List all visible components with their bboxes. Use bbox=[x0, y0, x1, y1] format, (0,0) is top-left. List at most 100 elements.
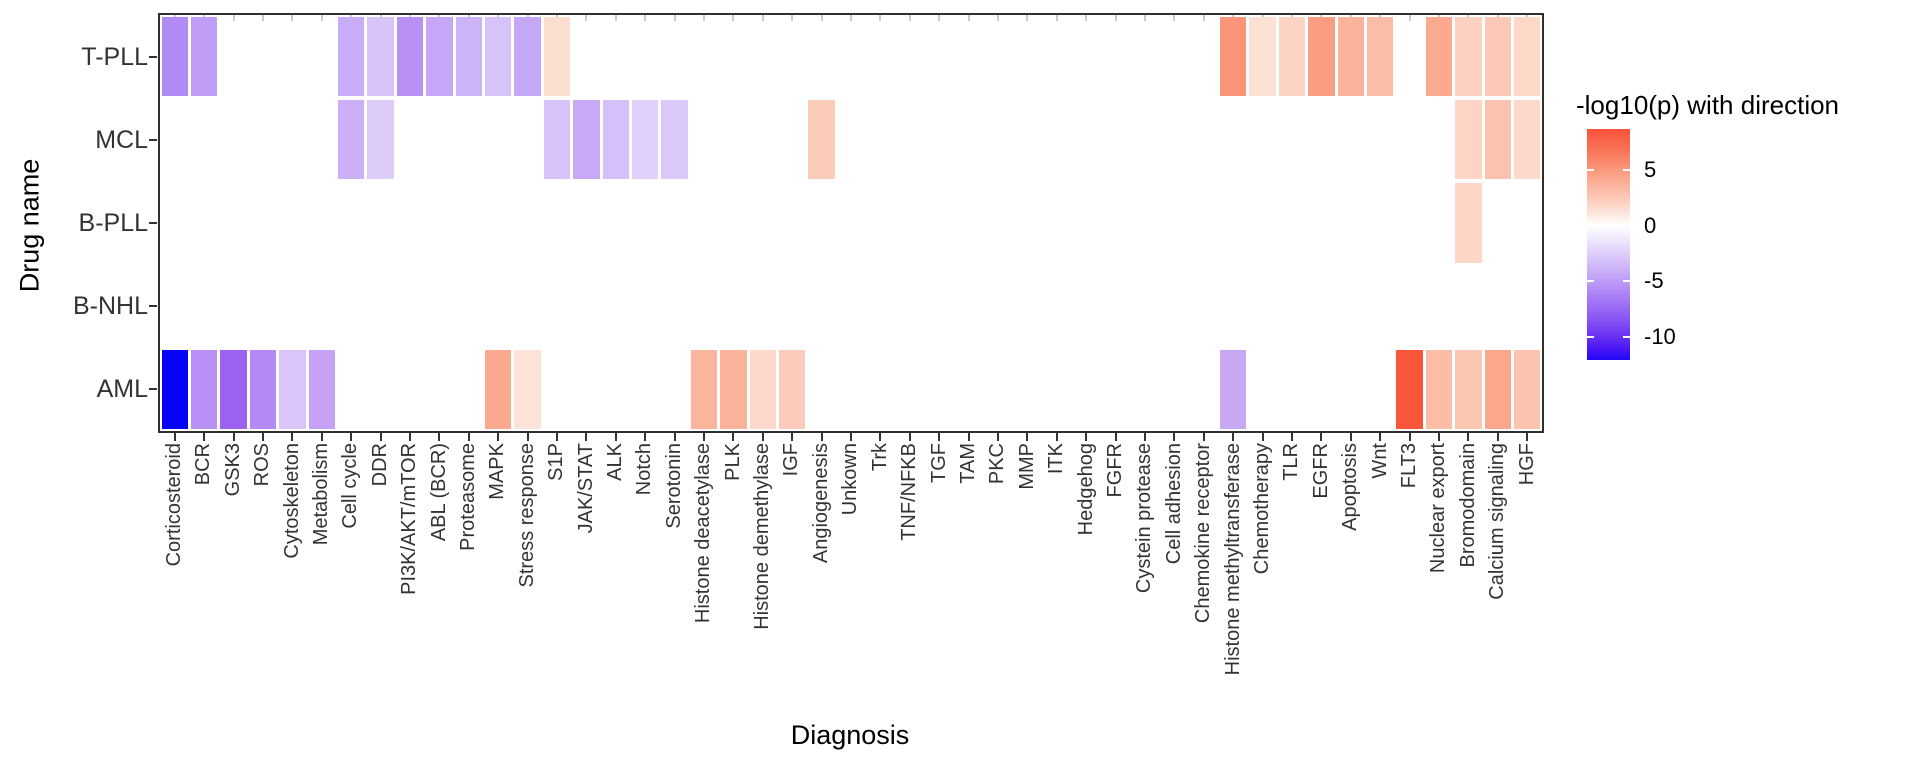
x-tick-top bbox=[1055, 15, 1058, 21]
heatmap-cell bbox=[749, 349, 776, 429]
heatmap-cell bbox=[367, 17, 394, 97]
x-tick-bottom bbox=[203, 433, 206, 441]
x-tick-bottom bbox=[232, 433, 235, 441]
x-tick-top bbox=[732, 15, 735, 21]
x-tick-label: PLK bbox=[721, 443, 744, 481]
heatmap-cell bbox=[690, 349, 718, 429]
x-tick-label: Histone demethylase bbox=[751, 443, 774, 630]
legend-tick-label: 5 bbox=[1644, 157, 1657, 183]
x-tick-bottom bbox=[408, 433, 411, 441]
x-tick-label: Corticosteroid bbox=[163, 443, 185, 567]
x-tick-bottom bbox=[1232, 433, 1235, 441]
heatmap-cell bbox=[602, 100, 629, 180]
y-tick bbox=[149, 305, 157, 308]
heatmap-cell bbox=[778, 349, 806, 429]
x-tick-bottom bbox=[614, 433, 617, 441]
x-tick-bottom bbox=[291, 433, 294, 441]
heatmap-cell bbox=[1396, 349, 1423, 429]
legend-colorbar bbox=[1587, 129, 1630, 360]
x-tick-bottom bbox=[1408, 433, 1411, 441]
x-tick-bottom bbox=[173, 433, 176, 441]
x-tick-label: Angiogenesis bbox=[809, 443, 832, 564]
heatmap-cell bbox=[1278, 17, 1306, 97]
x-tick-label: ITK bbox=[1045, 443, 1068, 475]
x-tick-bottom bbox=[791, 433, 794, 441]
x-tick-bottom bbox=[1202, 433, 1205, 441]
heatmap-cell bbox=[484, 349, 512, 429]
x-tick-top bbox=[967, 15, 970, 21]
y-tick-label: AML bbox=[96, 375, 148, 404]
heatmap-cell bbox=[308, 349, 335, 429]
x-tick-bottom bbox=[1085, 433, 1088, 441]
legend-tick bbox=[1587, 335, 1594, 338]
x-tick-label: PKC bbox=[986, 443, 1009, 485]
heatmap-cell bbox=[1425, 17, 1453, 97]
x-tick-label: ROS bbox=[251, 443, 274, 487]
heatmap-cell bbox=[1220, 349, 1247, 429]
heatmap-cell bbox=[808, 100, 835, 180]
heatmap-cell bbox=[337, 100, 365, 180]
x-tick-top bbox=[232, 15, 235, 21]
x-tick-label: Hedgehog bbox=[1074, 443, 1097, 536]
x-tick-bottom bbox=[850, 433, 852, 441]
x-tick-label: TGF bbox=[927, 443, 950, 483]
legend-tick bbox=[1623, 169, 1630, 172]
heatmap-cell bbox=[367, 100, 394, 180]
x-tick-bottom bbox=[908, 433, 911, 441]
x-tick-bottom bbox=[585, 433, 588, 441]
x-tick-label: JAK/STAT bbox=[574, 443, 597, 534]
x-tick-top bbox=[1202, 15, 1205, 21]
x-tick-top bbox=[673, 15, 676, 21]
heatmap-cell bbox=[631, 100, 659, 180]
x-tick-bottom bbox=[702, 433, 705, 441]
x-tick-bottom bbox=[555, 433, 558, 441]
y-tick-label: T-PLL bbox=[81, 42, 148, 71]
x-tick-label: MMP bbox=[1015, 443, 1038, 490]
heatmap-cell bbox=[1367, 17, 1394, 97]
heatmap-cell bbox=[1484, 100, 1512, 180]
legend-tick bbox=[1587, 169, 1594, 172]
x-tick-label: Nuclear export bbox=[1427, 443, 1450, 574]
x-tick-label: Chemokine receptor bbox=[1192, 443, 1215, 624]
heatmap-cell bbox=[1484, 349, 1512, 429]
x-tick-label: ABL (BCR) bbox=[427, 443, 450, 542]
heatmap-cell bbox=[1455, 349, 1482, 429]
heatmap-cell bbox=[190, 349, 218, 429]
heatmap-cell bbox=[190, 17, 218, 97]
x-tick-label: IGF bbox=[780, 443, 803, 477]
heatmap-cell bbox=[249, 349, 277, 429]
x-tick-label: Unkown bbox=[839, 443, 862, 516]
x-tick-label: Proteasome bbox=[457, 443, 480, 551]
x-tick-bottom bbox=[967, 433, 970, 441]
x-tick-label: Metabolism bbox=[310, 443, 333, 546]
x-tick-label: PI3K/AKT/mTOR bbox=[398, 443, 421, 595]
x-tick-top bbox=[879, 15, 882, 21]
x-tick-label: Cell adhesion bbox=[1162, 443, 1185, 565]
x-tick-bottom bbox=[879, 433, 882, 441]
x-tick-top bbox=[1114, 15, 1117, 21]
x-tick-top bbox=[791, 15, 794, 21]
x-tick-bottom bbox=[1291, 433, 1294, 441]
x-tick-top bbox=[291, 15, 294, 21]
heatmap-cell bbox=[1220, 17, 1247, 97]
x-tick-bottom bbox=[1438, 433, 1441, 441]
x-tick-label: Serotonin bbox=[662, 443, 685, 529]
x-tick-label: Chemotherapy bbox=[1250, 443, 1273, 575]
x-tick-bottom bbox=[820, 433, 823, 441]
heatmap-cell bbox=[1484, 17, 1512, 97]
x-tick-top bbox=[644, 15, 647, 21]
x-tick-bottom bbox=[1173, 433, 1176, 441]
y-tick bbox=[149, 138, 157, 141]
x-tick-label: DDR bbox=[368, 443, 391, 487]
x-tick-label: ALK bbox=[604, 443, 627, 481]
y-tick-label: MCL bbox=[95, 125, 148, 154]
y-tick bbox=[149, 222, 157, 224]
x-tick-top bbox=[1085, 15, 1088, 21]
heatmap-cell bbox=[426, 17, 453, 97]
x-tick-label: EGFR bbox=[1309, 443, 1332, 499]
x-tick-top bbox=[261, 15, 264, 21]
x-tick-label: HGF bbox=[1515, 443, 1538, 486]
x-tick-bottom bbox=[1261, 433, 1264, 441]
heatmap-cell bbox=[455, 17, 482, 97]
